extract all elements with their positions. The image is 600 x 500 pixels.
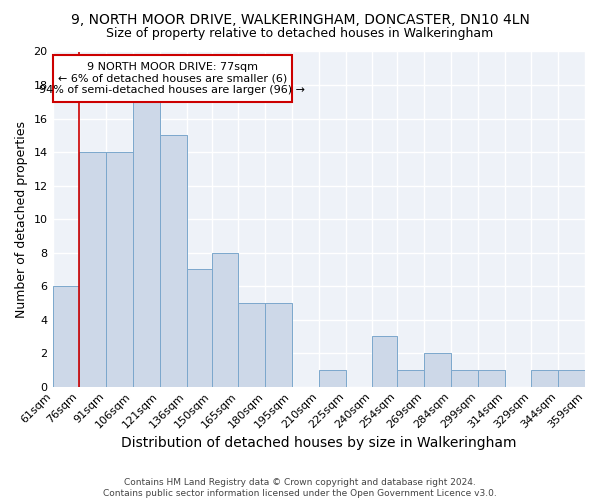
- Text: 9, NORTH MOOR DRIVE, WALKERINGHAM, DONCASTER, DN10 4LN: 9, NORTH MOOR DRIVE, WALKERINGHAM, DONCA…: [71, 12, 529, 26]
- Text: ← 6% of detached houses are smaller (6): ← 6% of detached houses are smaller (6): [58, 74, 287, 84]
- Bar: [187, 270, 212, 386]
- Bar: [53, 286, 79, 386]
- Bar: [79, 152, 106, 386]
- Bar: [238, 303, 265, 386]
- Bar: [265, 303, 292, 386]
- Bar: [397, 370, 424, 386]
- Y-axis label: Number of detached properties: Number of detached properties: [15, 120, 28, 318]
- Text: 94% of semi-detached houses are larger (96) →: 94% of semi-detached houses are larger (…: [39, 85, 305, 95]
- Bar: [106, 152, 133, 386]
- Bar: [451, 370, 478, 386]
- Text: Contains HM Land Registry data © Crown copyright and database right 2024.
Contai: Contains HM Land Registry data © Crown c…: [103, 478, 497, 498]
- Bar: [160, 136, 187, 386]
- Bar: [424, 353, 451, 386]
- Bar: [212, 252, 238, 386]
- Bar: [133, 102, 160, 387]
- Bar: [558, 370, 585, 386]
- FancyBboxPatch shape: [53, 55, 292, 102]
- Bar: [585, 353, 600, 386]
- Bar: [532, 370, 558, 386]
- Text: 9 NORTH MOOR DRIVE: 77sqm: 9 NORTH MOOR DRIVE: 77sqm: [87, 62, 258, 72]
- X-axis label: Distribution of detached houses by size in Walkeringham: Distribution of detached houses by size …: [121, 436, 517, 450]
- Text: Size of property relative to detached houses in Walkeringham: Size of property relative to detached ho…: [106, 28, 494, 40]
- Bar: [478, 370, 505, 386]
- Bar: [319, 370, 346, 386]
- Bar: [373, 336, 397, 386]
